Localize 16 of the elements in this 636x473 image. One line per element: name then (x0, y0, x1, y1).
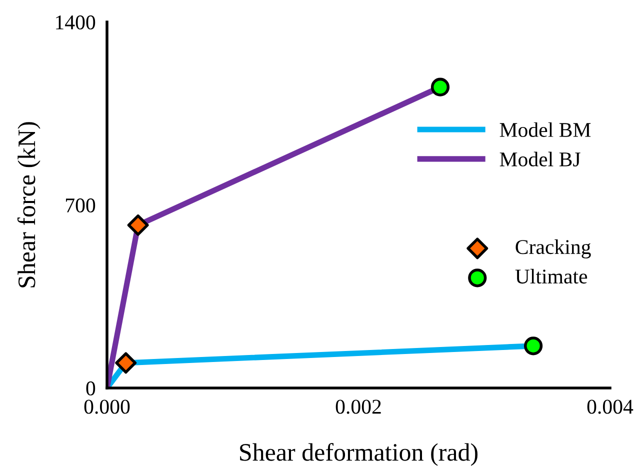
point (524, 336, 543, 356)
point (430, 78, 450, 96)
y-tick-label: 700 (66, 198, 96, 212)
y-axis-title: Shear force (kN) (17, 122, 40, 288)
x-axis-title: Shear deformation (rad) (240, 443, 478, 466)
point (127, 214, 149, 236)
point (115, 352, 137, 374)
legend-label: Ultimate (515, 268, 588, 284)
legend-label: Cracking (516, 239, 591, 258)
x-tick-label: 0.000 (84, 400, 130, 414)
legend-label: Model BM (500, 122, 591, 137)
y-tick-label: 0 (86, 381, 96, 396)
legend-label: Model BJ (500, 152, 580, 166)
x-tick-label: 0.004 (587, 400, 634, 414)
y-tick-label: 1400 (56, 15, 96, 30)
x-tick-label: 0.002 (336, 400, 381, 414)
